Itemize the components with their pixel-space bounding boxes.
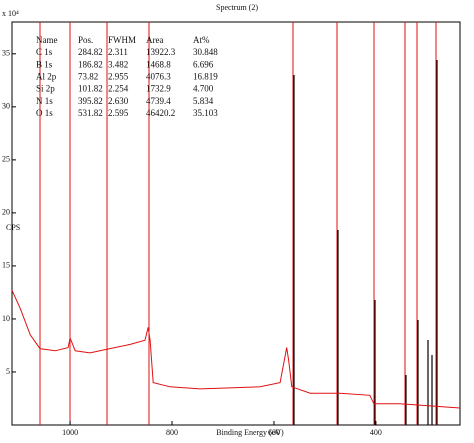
table-cell: 46420.2	[146, 108, 175, 118]
table-cell: 101.82	[78, 84, 103, 94]
table-cell: 1732.9	[146, 84, 171, 94]
table-cell: 13922.3	[146, 47, 176, 57]
table-cell: 2.595	[108, 108, 129, 118]
table-cell: N 1s	[36, 96, 53, 106]
table-cell: 186.82	[78, 59, 103, 69]
table-cell: 5.834	[193, 96, 214, 106]
table-cell: C 1s	[36, 47, 53, 57]
x-axis-label: Binding Energy (eV)	[216, 428, 284, 437]
table-cell: 4.700	[193, 84, 214, 94]
table-header: Name	[36, 35, 58, 45]
element-markers	[39, 22, 437, 425]
table-cell: 284.82	[78, 47, 103, 57]
table-cell: Si 2p	[36, 84, 55, 94]
y-tick-label: 20	[2, 208, 10, 217]
table-cell: 3.482	[108, 59, 128, 69]
spectrum-line	[11, 290, 461, 409]
table-cell: 1468.8	[146, 59, 171, 69]
table-cell: 73.82	[78, 71, 98, 81]
chart-title: Spectrum (2)	[216, 3, 258, 12]
y-tick-label: 15	[2, 261, 10, 270]
x-tick-label: 800	[166, 428, 178, 437]
x-tick-label: 600	[268, 428, 280, 437]
table-cell: 6.696	[193, 59, 214, 69]
plot-frame	[11, 21, 461, 426]
table-header: FWHM	[108, 35, 136, 45]
table-cell: 35.103	[193, 108, 218, 118]
table-header: Pos.	[78, 35, 93, 45]
y-tick-label: 25	[2, 155, 10, 164]
table-cell: O 1s	[36, 108, 53, 118]
table-cell: 2.955	[108, 71, 129, 81]
table-cell: 2.311	[108, 47, 128, 57]
y-tick-label: 30	[2, 102, 10, 111]
table-cell: 531.82	[78, 108, 103, 118]
table-cell: 395.82	[78, 96, 103, 106]
table-cell: 2.630	[108, 96, 129, 106]
y-tick-label: 5	[6, 367, 10, 376]
table-cell: 4076.3	[146, 71, 171, 81]
table-cell: 16.819	[193, 71, 218, 81]
table-cell: B 1s	[36, 59, 53, 69]
table-header: Area	[146, 35, 164, 45]
y-axis-label: CPS	[6, 223, 20, 232]
x-tick-label: 1000	[62, 428, 78, 437]
table-cell: Al 2p	[36, 71, 57, 81]
x-tick-label: 400	[370, 428, 382, 437]
table-cell: 30.848	[193, 47, 218, 57]
y-tick-label: 35	[2, 49, 10, 58]
table-header: At%	[193, 35, 210, 45]
y-tick-label: 10	[2, 314, 10, 323]
y-scale-label: x 10⁴	[2, 9, 19, 18]
table-cell: 2.254	[108, 84, 129, 94]
table-cell: 4739.4	[146, 96, 171, 106]
